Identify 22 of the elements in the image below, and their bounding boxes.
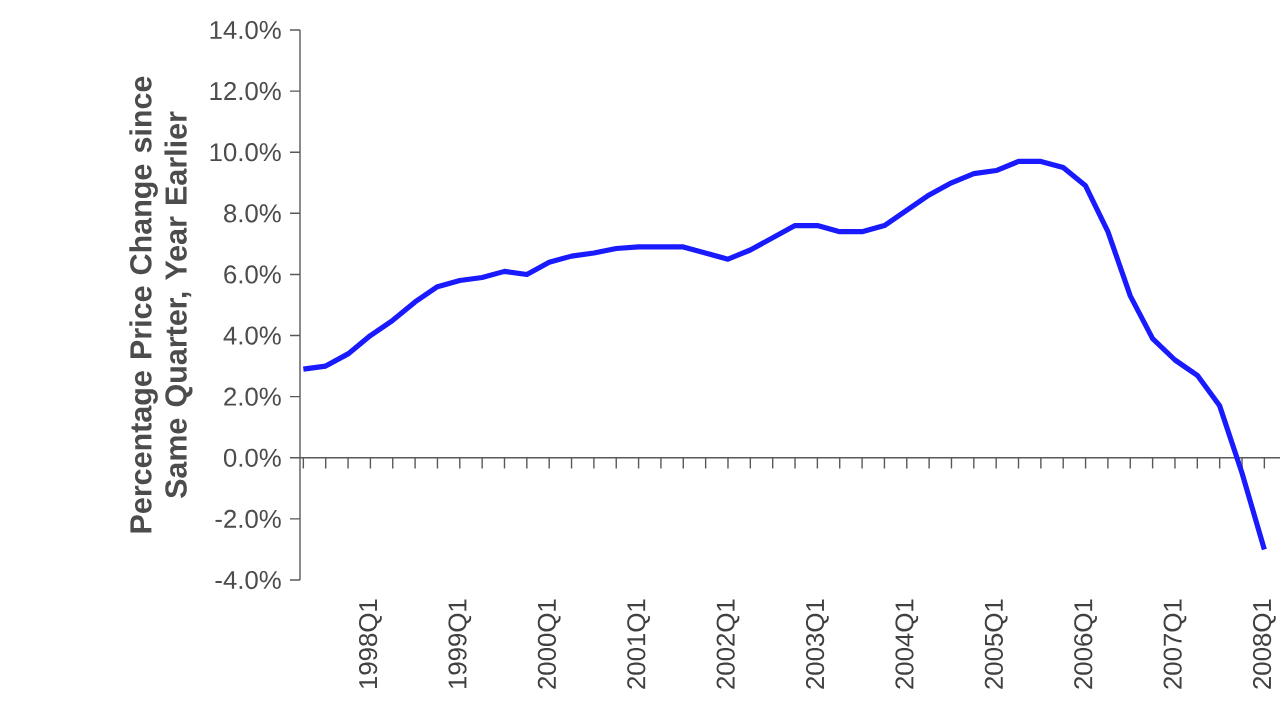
- y-tick-label: 0.0%: [223, 448, 281, 467]
- y-tick-label: 4.0%: [223, 326, 281, 345]
- y-tick-label: 6.0%: [224, 265, 281, 284]
- x-tick-label: 2002Q1: [716, 599, 740, 689]
- x-tick-label: 2006Q1: [1074, 599, 1097, 689]
- x-tick-label: 2001Q1: [627, 599, 650, 689]
- x-tick-label: 2004Q1: [895, 599, 919, 689]
- x-tick-label: 2008Q1: [1252, 599, 1276, 689]
- y-tick-label: 10.0%: [210, 143, 281, 162]
- x-tick-label: 2005Q1: [984, 599, 1008, 689]
- y-axis-title: Percentage Price Change since Same Quarter, Year Earlier: [129, 76, 193, 533]
- y-tick-label: 14.0%: [210, 20, 281, 40]
- y-tick-label: 8.0%: [224, 204, 281, 223]
- y-tick-label: -4.0%: [215, 570, 281, 590]
- y-tick-label: 2.0%: [224, 387, 281, 406]
- x-tick-label: 2007Q1: [1163, 599, 1187, 689]
- x-tick-label: 2003Q1: [805, 599, 829, 689]
- y-tick-label: 12.0%: [210, 82, 281, 101]
- x-tick-label: 1999Q1: [448, 599, 472, 689]
- x-tick-label: 1998Q1: [358, 599, 382, 689]
- x-tick-label: 2000Q1: [537, 599, 561, 689]
- y-tick-label: -2.0%: [215, 509, 281, 529]
